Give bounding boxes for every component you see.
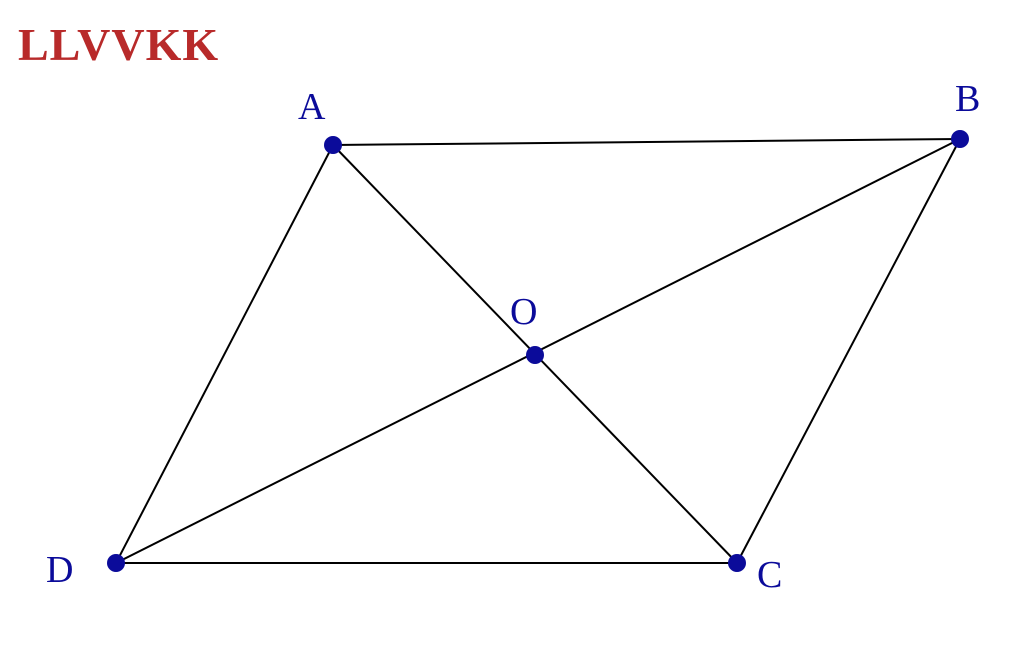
node-A	[324, 136, 342, 154]
node-label-B: B	[955, 77, 980, 121]
node-label-O: O	[510, 290, 537, 334]
handwriting-annotation: LLVVKK	[18, 18, 219, 71]
node-B	[951, 130, 969, 148]
node-D	[107, 554, 125, 572]
node-C	[728, 554, 746, 572]
node-O	[526, 346, 544, 364]
edge-A-B	[333, 139, 960, 145]
edge-D-A	[116, 145, 333, 563]
node-label-C: C	[757, 553, 782, 597]
geometry-diagram: A B C D O	[0, 0, 1024, 672]
node-label-D: D	[46, 548, 73, 592]
node-label-A: A	[298, 85, 325, 129]
diagram-edges	[0, 0, 1024, 672]
edge-B-C	[737, 139, 960, 563]
